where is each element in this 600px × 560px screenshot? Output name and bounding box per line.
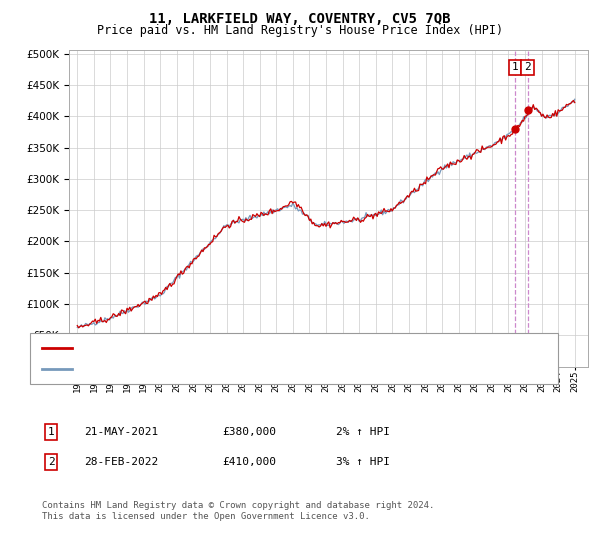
Text: 1: 1 xyxy=(47,427,55,437)
Text: 11, LARKFIELD WAY, COVENTRY, CV5 7QB: 11, LARKFIELD WAY, COVENTRY, CV5 7QB xyxy=(149,12,451,26)
Text: 2: 2 xyxy=(524,62,531,72)
Text: Contains HM Land Registry data © Crown copyright and database right 2024.
This d: Contains HM Land Registry data © Crown c… xyxy=(42,501,434,521)
Text: Price paid vs. HM Land Registry's House Price Index (HPI): Price paid vs. HM Land Registry's House … xyxy=(97,24,503,36)
Text: HPI: Average price, detached house, Coventry: HPI: Average price, detached house, Cove… xyxy=(78,365,353,375)
Text: 2% ↑ HPI: 2% ↑ HPI xyxy=(336,427,390,437)
Text: 2: 2 xyxy=(47,457,55,467)
Text: 21-MAY-2021: 21-MAY-2021 xyxy=(84,427,158,437)
Text: 28-FEB-2022: 28-FEB-2022 xyxy=(84,457,158,467)
Text: £410,000: £410,000 xyxy=(222,457,276,467)
Text: 11, LARKFIELD WAY, COVENTRY, CV5 7QB (detached house): 11, LARKFIELD WAY, COVENTRY, CV5 7QB (de… xyxy=(78,343,409,353)
Text: £380,000: £380,000 xyxy=(222,427,276,437)
Text: 3% ↑ HPI: 3% ↑ HPI xyxy=(336,457,390,467)
Text: 1: 1 xyxy=(511,62,518,72)
